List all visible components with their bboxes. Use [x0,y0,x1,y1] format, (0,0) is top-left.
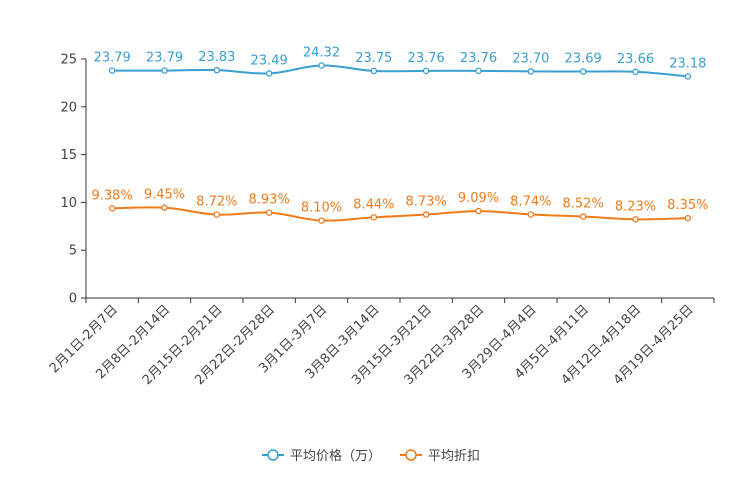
data-point [318,217,325,224]
series-layer: 23.79 23.79 23.83 23.49 24.32 23.75 23.76 23.76… [92,46,708,224]
data-label: 23.18 [669,56,706,71]
series-line [112,206,688,222]
data-label: 8.52% [563,197,604,212]
data-point [527,211,535,218]
data-label: 8.93% [249,193,290,208]
data-label: 8.35% [667,198,708,213]
data-point [632,216,639,223]
data-label: 8.23% [615,199,656,214]
data-point [579,68,587,75]
data-label: 23.76 [460,51,497,66]
data-point [579,213,587,220]
data-point [213,211,221,218]
legend-label: 平均折扣 [428,449,480,464]
data-point [161,204,168,211]
series-0: 23.79 23.79 23.83 23.49 24.32 23.75 23.76 23.76… [94,46,706,80]
legend-item-1: 平均折扣 [400,449,480,464]
data-label: 24.32 [303,46,340,61]
data-label: 23.69 [565,52,602,67]
y-tick-label: 15 [60,148,77,163]
axes: 05101520252月1日-2月7日2月8日-2月14日2月15日-2月21日… [47,53,715,388]
data-point [632,68,639,76]
data-label: 23.75 [355,51,392,66]
y-tick-label: 0 [69,292,77,307]
data-label: 23.83 [198,50,235,65]
legend: 平均价格（万） 平均折扣 [262,448,480,464]
data-point [370,214,378,221]
data-label: 23.70 [512,51,549,66]
series-1: 9.38% 9.45% 8.72% 8.93% 8.10% 8.44% 8.73% 9.09%… [92,188,708,224]
data-point [108,67,116,74]
data-label: 8.73% [406,195,447,210]
data-label: 9.45% [144,188,185,203]
series-line [112,64,688,78]
data-point [108,205,116,212]
y-tick-label: 10 [60,196,77,211]
data-label: 23.76 [408,51,445,66]
data-point [370,67,378,75]
data-label: 9.38% [92,188,133,203]
data-point [684,73,692,80]
data-label: 23.79 [94,51,131,66]
legend-marker [405,449,417,461]
data-label: 8.72% [196,195,237,210]
data-point [161,67,168,74]
data-label: 8.74% [510,194,551,209]
data-point [213,66,221,74]
data-point [265,70,273,77]
data-label: 23.49 [251,53,288,68]
data-label: 8.44% [353,197,394,212]
data-label: 8.10% [301,201,342,216]
data-point [422,67,430,75]
legend-label: 平均价格（万） [290,448,381,464]
legend-item-0: 平均价格（万） [262,448,381,464]
data-point [475,67,482,75]
data-point [422,211,430,218]
data-label: 23.79 [146,51,183,66]
y-tick-label: 25 [60,53,77,68]
data-label: 9.09% [458,191,499,206]
data-label: 23.66 [617,52,654,67]
legend-marker [267,449,279,461]
data-point [527,68,535,75]
data-point [265,209,273,216]
data-point [318,62,325,69]
y-tick-label: 5 [69,244,77,259]
data-point [684,214,692,222]
data-point [475,207,482,215]
y-tick-label: 20 [60,100,77,115]
